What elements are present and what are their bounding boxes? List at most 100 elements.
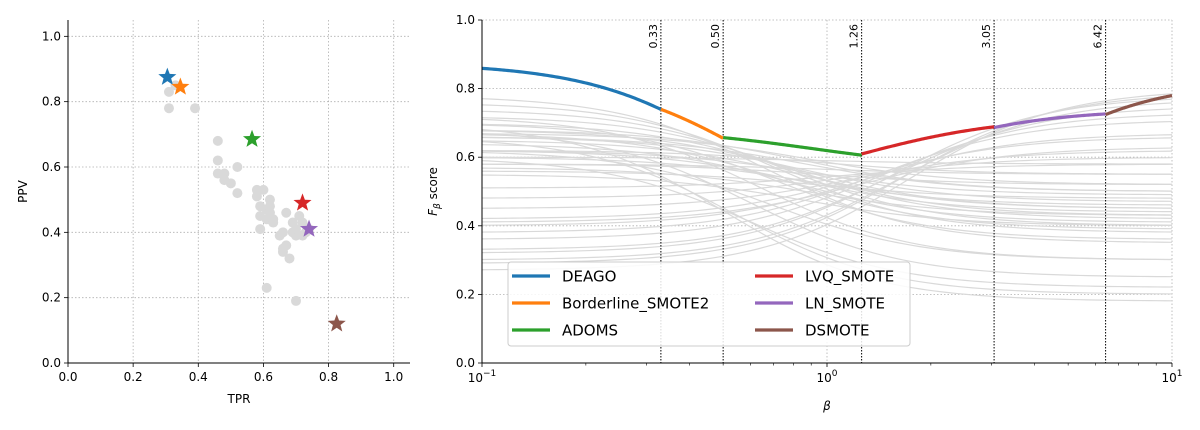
background-point [258,184,269,195]
y-tick-label: 0.6 [42,160,61,174]
crossover-label: 6.42 [1092,24,1105,49]
y-tick-label: 0.8 [456,82,475,96]
legend-entry: DEAGO [562,268,616,286]
star-marker-lvq-smote [293,193,312,211]
background-point [297,217,308,228]
crossover-label: 0.33 [647,24,660,49]
star-marker-borderline-smote2 [171,77,190,95]
background-curve [481,163,1173,189]
y-label-rest: score [426,167,440,203]
background-point [261,282,272,293]
background-curve [481,151,1173,261]
legend: DEAGO Borderline_SMOTE2 ADOMS LVQ_SMOTE LN_S… [507,261,911,347]
background-point [251,191,262,202]
background-curve [481,136,1173,192]
x-tick-label: 0.8 [319,370,338,384]
background-point [281,207,292,218]
background-point [277,243,288,254]
series-line-dsmote [1105,94,1173,117]
star-marker-ln-smote [299,219,319,237]
x-tick-label: 0.6 [254,370,273,384]
series-line-lvq-smote [861,125,995,156]
star-marker-adoms [242,129,262,147]
legend-entry: Borderline_SMOTE2 [562,295,709,314]
background-curve [481,174,1173,227]
x-tick-label: 0.4 [189,370,208,384]
y-tick-label: 0.4 [42,225,61,239]
y-tick-label: 0.0 [42,356,61,370]
crossover-label: 0.50 [709,24,722,49]
x-axis-label: β [822,399,831,413]
star-marker-deago [158,67,177,85]
background-point [232,162,243,172]
background-curve [481,141,1173,295]
x-tick-exponent: 0 [832,369,838,379]
legend-box [507,261,911,347]
background-curve [481,140,1173,209]
x-tick-base: 10 [816,371,831,385]
background-curve [481,150,1173,209]
background-point [255,224,266,235]
background-point [163,103,174,114]
background-point [190,103,201,114]
y-tick-label: 0.2 [42,291,61,305]
background-curve [481,114,1173,240]
scatter-chart-tpr-ppv: 0.0 0.2 0.4 0.6 0.8 1.0 0.0 0.2 0.4 0.6 0.8 1.0 TPR P… [16,20,410,406]
series-line-borderline-smote2 [660,107,724,140]
background-point [291,224,301,235]
y-axis-label: Fβ score [426,167,443,216]
y-tick-label: 0.4 [456,219,475,233]
background-point [212,155,223,166]
background-curve [481,160,1173,288]
star-marker-dsmote [327,314,346,332]
y-label-subscript: β [433,203,443,210]
background-curve [481,124,1173,240]
background-point [212,135,223,146]
x-tick-label: 101 [1161,369,1182,385]
y-tick-label: 1.0 [42,29,61,43]
x-tick-base: 10 [468,371,483,385]
series-line-ln-smote [993,112,1106,130]
background-curve [481,133,1173,278]
background-point [291,295,301,306]
background-curve [481,120,1173,233]
background-point [225,178,236,189]
y-tick-label: 0.0 [456,356,475,370]
background-curve [481,134,1173,226]
x-tick-label: 1.0 [384,370,403,384]
legend-entry: DSMOTE [805,322,869,340]
crossover-label: 1.26 [848,24,861,49]
background-curve [481,150,1173,175]
y-tick-label: 0.2 [456,287,475,301]
background-curve [481,133,1173,185]
x-tick-base: 10 [1161,371,1176,385]
x-axis-label: TPR [227,392,251,406]
x-tick-label: 0.0 [58,370,77,384]
background-curve [481,167,1173,216]
background-curve [481,137,1173,220]
crossover-label: 3.05 [980,24,993,49]
y-tick-label: 0.6 [456,150,475,164]
legend-entry: ADOMS [562,322,618,340]
background-point [163,86,174,97]
x-tick-label: 100 [816,369,837,385]
x-tick-label: 0.2 [124,370,143,384]
x-tick-exponent: 1 [1177,369,1183,379]
background-curve [481,150,1173,196]
background-curve [481,102,1173,261]
legend-entry: LN_SMOTE [805,295,885,314]
y-label-f: F [426,208,440,216]
background-curve [481,104,1173,233]
series-line-deago [481,66,662,111]
x-tick-label: 10−1 [468,369,497,385]
x-tick-exponent: −1 [483,369,496,379]
legend-entry: LVQ_SMOTE [805,268,894,287]
background-point [268,217,279,228]
background-point [284,253,295,264]
background-point [232,188,243,199]
y-tick-label: 0.8 [42,95,61,109]
background-point [277,227,288,238]
y-tick-label: 1.0 [456,13,475,27]
